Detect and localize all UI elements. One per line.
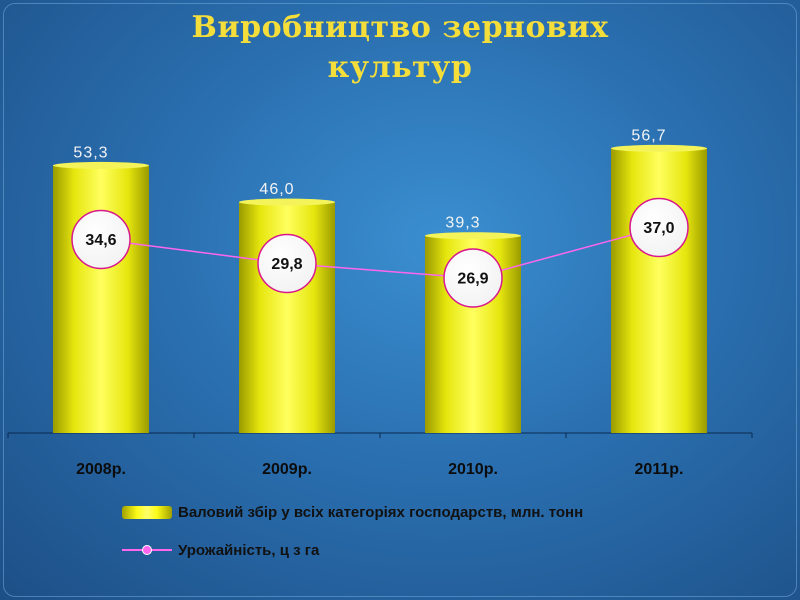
line-value-label: 37,0 <box>643 220 674 237</box>
x-tick-label: 2011р. <box>635 461 684 478</box>
bar-value-label: 39,3 <box>445 215 480 232</box>
legend: Валовий збір у всіх категоріях господарс… <box>122 500 583 576</box>
line-point <box>629 197 689 258</box>
chart-title-line1: Виробництво зернових <box>191 10 609 45</box>
x-tick-label: 2010р. <box>448 461 498 478</box>
bar-top <box>53 161 149 169</box>
chart-title-line2: культур <box>327 50 473 85</box>
x-tick-label: 2008р. <box>76 461 126 478</box>
legend-bar-swatch <box>122 505 172 519</box>
bar-top <box>239 198 335 206</box>
line-point <box>257 233 317 294</box>
legend-item-line: Урожайність, ц з га <box>122 538 583 562</box>
bar-value-label: 53,3 <box>73 144 108 161</box>
legend-item-bars: Валовий збір у всіх категоріях господарс… <box>122 500 583 524</box>
line-value-label: 34,6 <box>85 232 116 249</box>
x-tick-label: 2009р. <box>262 461 312 478</box>
line-value-label: 29,8 <box>271 256 302 273</box>
bar <box>53 165 149 433</box>
bar-top <box>425 232 521 240</box>
bar <box>611 148 707 433</box>
bar-value-label: 46,0 <box>259 181 294 198</box>
bar-top <box>611 144 707 152</box>
legend-line-swatch <box>122 543 172 557</box>
line-point <box>443 248 503 308</box>
line-value-label: 26,9 <box>457 271 488 288</box>
line-point <box>71 209 131 270</box>
chart-title: Виробництво зернових культур <box>160 8 640 88</box>
legend-line-label: Урожайність, ц з га <box>178 541 320 559</box>
legend-bar-label: Валовий збір у всіх категоріях господарс… <box>178 503 584 521</box>
yield-line <box>100 226 660 279</box>
bar-value-label: 56,7 <box>631 127 666 144</box>
